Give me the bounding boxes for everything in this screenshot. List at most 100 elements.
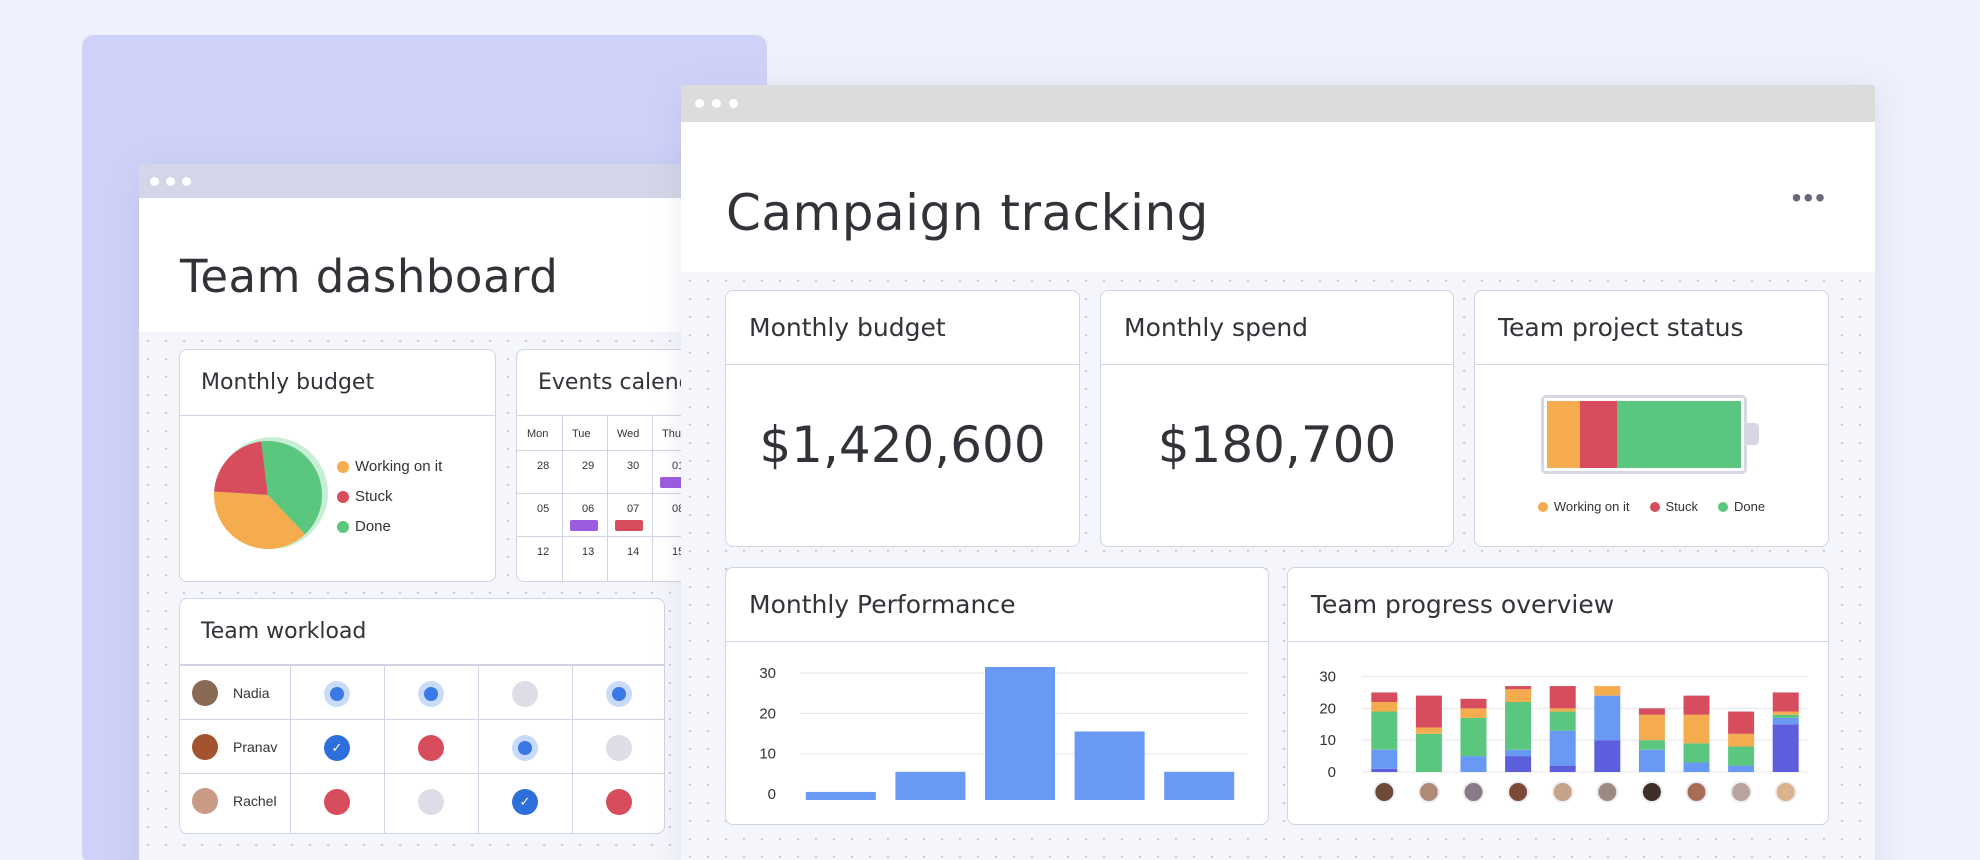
calendar-day-header: Wed xyxy=(617,428,640,440)
status-empty-icon[interactable] xyxy=(418,789,444,815)
progress-bar-segment xyxy=(1594,695,1621,741)
progress-bar-segment xyxy=(1772,711,1799,715)
progress-bar-segment xyxy=(1505,702,1532,750)
progress-bar-segment xyxy=(1505,749,1532,757)
progress-bar-segment xyxy=(1638,749,1665,772)
performance-bar xyxy=(805,791,876,800)
calendar-divider xyxy=(607,416,608,581)
progress-bar-segment xyxy=(1460,708,1487,718)
person-name: Pranav xyxy=(233,739,278,755)
calendar-event[interactable] xyxy=(615,520,643,531)
progress-bar-segment xyxy=(1728,711,1755,734)
avatar xyxy=(1417,781,1440,803)
avatar xyxy=(192,734,218,760)
legend-label: Done xyxy=(355,518,391,535)
calendar-date[interactable]: 07 xyxy=(627,503,640,515)
window-dot-icon xyxy=(712,99,721,108)
status-ring-icon[interactable] xyxy=(512,735,538,761)
calendar-event[interactable] xyxy=(570,520,598,531)
progress-bar-segment xyxy=(1460,756,1487,772)
monthly-budget-card[interactable]: Monthly budget $1,420,600 xyxy=(725,290,1080,547)
avatar xyxy=(192,680,218,706)
status-ring-icon[interactable] xyxy=(606,681,632,707)
calendar-date[interactable]: 05 xyxy=(537,503,550,515)
calendar-date[interactable]: 28 xyxy=(537,460,550,472)
legend-dot-icon xyxy=(1537,501,1548,512)
calendar-day-header: Tue xyxy=(572,428,591,440)
status-legend: Working on it Stuck Done xyxy=(1475,499,1828,514)
battery-cap xyxy=(1747,423,1759,445)
avatar xyxy=(1640,781,1663,803)
dashboard-board: Monthly budget $1,420,600 Monthly spend … xyxy=(681,272,1875,860)
calendar-date[interactable]: 29 xyxy=(582,460,595,472)
monthly-spend-card[interactable]: Monthly spend $180,700 xyxy=(1100,290,1454,547)
progress-bar-segment xyxy=(1638,708,1665,715)
progress-bar-segment xyxy=(1371,768,1398,772)
status-ring-icon[interactable] xyxy=(324,681,350,707)
monthly-budget-card[interactable]: Monthly budget Working on it Stuck Done xyxy=(179,349,496,582)
progress-bar-segment xyxy=(1460,698,1487,709)
dashboard-board: Monthly budget Working on it Stuck Done … xyxy=(139,332,759,860)
progress-bar-segment xyxy=(1549,711,1576,731)
legend-label: Done xyxy=(1734,499,1766,514)
window-dot-icon xyxy=(166,176,175,186)
calendar-date[interactable]: 06 xyxy=(582,503,595,515)
calendar-divider xyxy=(517,493,759,494)
progress-bar-segment xyxy=(1683,714,1710,744)
progress-bar-segment xyxy=(1415,733,1442,772)
workload-grid: Nadia Pranav ✓ Rachel ✓ xyxy=(180,665,664,833)
legend-label: Stuck xyxy=(1665,499,1699,514)
calendar-day-header: Thu xyxy=(662,428,681,440)
status-ring-icon[interactable] xyxy=(418,681,444,707)
person-name: Nadia xyxy=(233,685,270,701)
calendar-divider xyxy=(517,536,759,537)
more-horizontal-icon[interactable]: ••• xyxy=(1791,182,1827,213)
legend-dot-icon xyxy=(1649,501,1660,512)
calendar-date[interactable]: 30 xyxy=(627,460,640,472)
status-check-icon[interactable]: ✓ xyxy=(324,735,350,761)
status-stuck-icon[interactable] xyxy=(606,789,632,815)
card-title: Team workload xyxy=(180,599,664,665)
progress-bar-segment xyxy=(1772,714,1799,718)
workload-row: Nadia xyxy=(180,665,664,719)
window-dot-icon xyxy=(150,176,159,186)
progress-bar-segment xyxy=(1371,702,1398,712)
progress-stacked-chart: 30 20 10 0 xyxy=(1319,669,1808,803)
performance-bar xyxy=(895,771,966,800)
avatar xyxy=(1596,781,1619,803)
person-name: Rachel xyxy=(233,793,277,809)
avatar xyxy=(192,788,218,814)
status-stuck-icon[interactable] xyxy=(418,735,444,761)
workload-row: Rachel ✓ xyxy=(180,773,664,827)
progress-bar-segment xyxy=(1415,727,1442,734)
performance-bar xyxy=(1164,771,1235,800)
progress-bar-segment xyxy=(1772,717,1799,725)
status-empty-icon[interactable] xyxy=(606,735,632,761)
calendar-date[interactable]: 13 xyxy=(582,546,595,558)
monthly-performance-card[interactable]: Monthly Performance 30 20 10 0 xyxy=(725,567,1269,825)
calendar-divider xyxy=(517,450,759,451)
y-tick-label: 30 xyxy=(1319,669,1336,686)
legend-label: Working on it xyxy=(355,458,443,475)
calendar-day-header: Mon xyxy=(527,428,549,440)
progress-bar-segment xyxy=(1594,686,1621,696)
legend-label: Working on it xyxy=(1553,499,1630,514)
status-check-icon[interactable]: ✓ xyxy=(512,789,538,815)
workload-divider xyxy=(572,665,573,833)
y-tick-label: 20 xyxy=(1319,700,1336,717)
team-project-status-card[interactable]: Team project status Working on it Stuck … xyxy=(1474,290,1829,547)
calendar-date[interactable]: 14 xyxy=(627,546,640,558)
calendar-event[interactable] xyxy=(660,477,688,488)
avatar xyxy=(1730,781,1753,803)
status-stuck-icon[interactable] xyxy=(324,789,350,815)
progress-bar-segment xyxy=(1728,746,1755,766)
performance-bar xyxy=(1074,731,1145,800)
status-empty-icon[interactable] xyxy=(512,681,538,707)
calendar-date[interactable]: 12 xyxy=(537,546,550,558)
team-workload-card[interactable]: Team workload Nadia Pranav ✓ Rachel ✓ xyxy=(179,598,665,834)
team-progress-card[interactable]: Team progress overview 30 20 10 0 xyxy=(1287,567,1829,825)
progress-bar-segment xyxy=(1371,692,1398,702)
spend-value: $180,700 xyxy=(1157,416,1397,474)
progress-bar-segment xyxy=(1728,765,1755,772)
progress-bar-segment xyxy=(1549,765,1576,772)
